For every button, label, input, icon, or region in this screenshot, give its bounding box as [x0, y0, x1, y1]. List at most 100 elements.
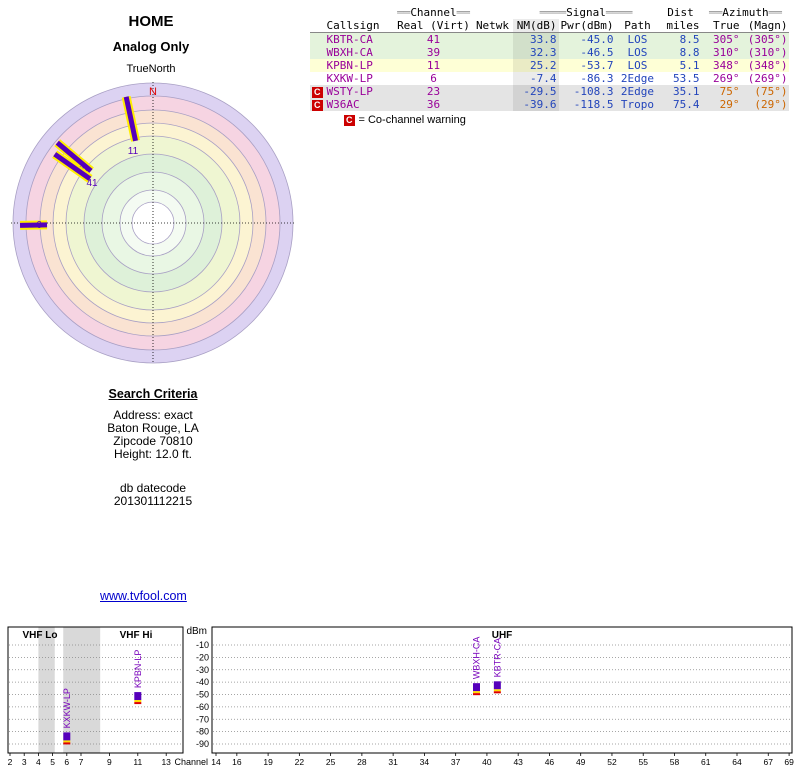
- signal-bar-label: KXKW-LP: [62, 688, 72, 728]
- x-axis-label: Channel: [174, 757, 208, 767]
- signal-bar-red-mark: [134, 702, 142, 705]
- cell-channel: 36: [426, 98, 441, 111]
- station-row: KPBN-LP 11 25.2 -53.7 LOS 5.1 348° (348°): [310, 59, 790, 72]
- channel-tick-label: 4: [36, 757, 41, 767]
- station-row: C WSTY-LP 23 -29.5 -108.3 2Edge 35.1 75° (75°): [310, 85, 790, 98]
- header-signal-group: ════Signal════: [539, 6, 633, 19]
- y-tick-label: -10: [196, 640, 209, 650]
- column-header: NM(dB): [512, 19, 559, 33]
- cell-callsign: KBTR-CA: [326, 33, 373, 46]
- signal-bar-red-mark: [493, 691, 501, 694]
- cell-callsign: WSTY-LP: [326, 85, 373, 98]
- search-criteria-heading: Search Criteria: [108, 387, 198, 401]
- criteria-line: Height: 12.0 ft.: [113, 447, 193, 461]
- y-axis-label: dBm: [186, 626, 207, 637]
- channel-tick-label: 11: [133, 757, 142, 767]
- criteria-line: Address: exact: [113, 408, 193, 422]
- station-channel-label: 41: [86, 178, 98, 189]
- cell-pwr-dbm: -46.5: [580, 46, 614, 59]
- channel-tick-label: 34: [420, 757, 430, 767]
- channel-tick-label: 13: [161, 757, 171, 767]
- cell-channel: 11: [426, 59, 441, 72]
- channel-tick-label: 25: [326, 757, 336, 767]
- channel-tick-label: 67: [764, 757, 774, 767]
- cell-path: LOS: [627, 46, 648, 59]
- y-tick-label: -70: [196, 714, 209, 724]
- channel-tick-label: 52: [607, 757, 617, 767]
- signal-bar-yellow-mark: [63, 740, 71, 743]
- cell-callsign: KPBN-LP: [326, 59, 373, 72]
- db-datecode-value: 201301112215: [113, 494, 193, 508]
- channel-tick-label: 58: [670, 757, 680, 767]
- cell-azimuth-magn: (29°): [754, 98, 788, 111]
- cell-azimuth-magn: (310°): [747, 46, 788, 59]
- station-table: ══Channel══ ════Signal════ Dist ══Azimuth══…: [310, 6, 790, 111]
- cell-azimuth-magn: (75°): [754, 85, 788, 98]
- cell-pwr-dbm: -118.5: [573, 98, 614, 111]
- channel-tick-label: 40: [482, 757, 492, 767]
- uhf-panel-border: [211, 626, 793, 754]
- spectrum-gap-band: [38, 627, 55, 753]
- search-criteria-lines: Address: exact Baton Rouge, LA Zipcode 708…: [60, 409, 246, 461]
- cell-nm-db: 33.8: [512, 32, 559, 46]
- channel-tick-label: 61: [701, 757, 711, 767]
- column-header: (Magn): [741, 19, 790, 33]
- column-header: True: [701, 19, 742, 33]
- cochannel-legend: C = Co-channel warning: [344, 114, 789, 126]
- table-column-header-row: Callsign Real (Virt) Netwk NM(dB) Pwr(dBm) Pa…: [310, 19, 790, 33]
- cell-callsign: WBXH-CA: [326, 46, 373, 59]
- channel-tick-label: 49: [576, 757, 586, 767]
- signal-bar: [473, 683, 480, 692]
- cell-miles: 53.5: [672, 72, 700, 85]
- cell-azimuth-magn: (348°): [747, 59, 788, 72]
- column-header: Netwk: [472, 19, 513, 33]
- y-tick-label: -20: [196, 652, 209, 662]
- signal-bar: [63, 732, 71, 741]
- signal-bar-label: WBXH-CA: [472, 637, 482, 680]
- band-chart: -10 -20 -30 -40 -50 -60 -70 -80 -90 VHF Lo VHF Hi U…: [7, 626, 794, 767]
- channel-tick-label: 46: [545, 757, 555, 767]
- station-marker: [53, 152, 92, 181]
- channel-tick-label: 3: [22, 757, 27, 767]
- signal-bar-yellow-mark: [473, 691, 480, 694]
- page-subtitle: Analog Only: [112, 39, 190, 54]
- channel-tick-label: 22: [295, 757, 305, 767]
- cell-netwk: [473, 98, 513, 111]
- band-label-vhf-lo: VHF Lo: [23, 630, 58, 641]
- criteria-line: Baton Rouge, LA: [107, 421, 199, 435]
- cell-azimuth-true: 29°: [719, 98, 740, 111]
- header-channel-group: ══Channel══: [397, 6, 470, 19]
- column-header: Pwr(dBm): [558, 19, 616, 33]
- cell-path: LOS: [627, 33, 648, 46]
- cell-callsign: KXKW-LP: [326, 72, 373, 85]
- cell-channel: 23: [426, 85, 441, 98]
- channel-tick-label: 19: [263, 757, 273, 767]
- column-header: Path: [615, 19, 660, 33]
- cochannel-flag-cell: [310, 59, 325, 72]
- y-tick-label: -90: [196, 739, 209, 749]
- cell-path: LOS: [627, 59, 648, 72]
- cell-path: Tropo: [620, 98, 655, 111]
- cell-pwr-dbm: -53.7: [580, 59, 614, 72]
- band-label-uhf: UHF: [492, 630, 513, 641]
- cell-azimuth-magn: (305°): [747, 33, 788, 46]
- station-row: C W36AC 36 -39.6 -118.5 Tropo 75.4 29° (29°): [310, 98, 790, 111]
- station-channel-label: 11: [128, 146, 139, 157]
- column-header: miles: [659, 19, 702, 33]
- channel-tick-label: 55: [638, 757, 648, 767]
- cell-miles: 75.4: [672, 98, 700, 111]
- channel-tick-label: 2: [8, 757, 13, 767]
- header-dist-group: Dist: [667, 6, 694, 19]
- channel-tick-label: 69: [784, 757, 794, 767]
- cochannel-warning-icon: C: [312, 100, 323, 111]
- cochannel-warning-icon: C: [312, 87, 323, 98]
- radar-plot: N1139416: [11, 82, 295, 364]
- cochannel-flag-cell: [310, 72, 325, 85]
- y-tick-label: -30: [196, 665, 209, 675]
- cell-channel: 39: [426, 46, 441, 59]
- signal-bar: [134, 692, 142, 701]
- cell-path: 2Edge: [620, 85, 655, 98]
- page-title: HOME: [128, 13, 174, 30]
- tvfool-link[interactable]: www.tvfool.com: [100, 589, 187, 603]
